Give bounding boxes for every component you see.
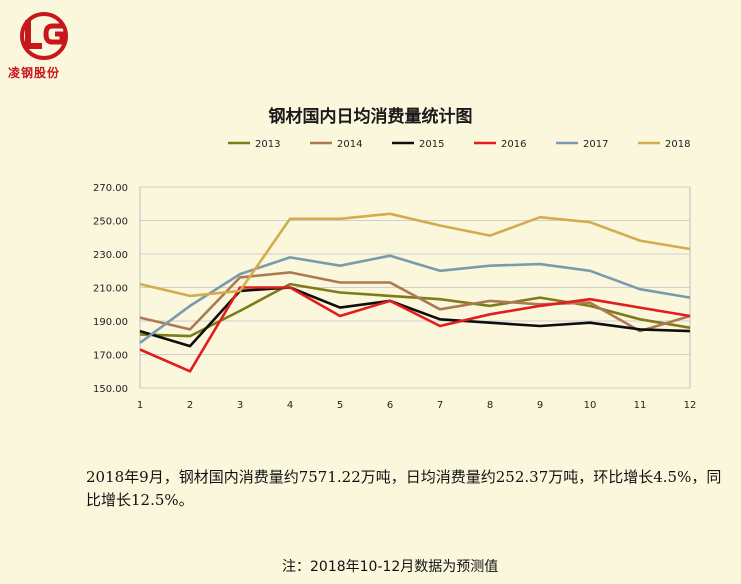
legend-label: 2015 [419,139,444,150]
x-tick-label: 9 [537,400,543,411]
y-tick-label: 150.00 [93,384,128,395]
y-tick-label: 230.00 [93,250,128,261]
x-tick-label: 3 [237,400,243,411]
legend-label: 2014 [337,139,362,150]
y-tick-label: 190.00 [93,317,128,328]
legend-label: 2017 [583,139,608,150]
x-tick-label: 1 [137,400,143,411]
x-tick-label: 11 [634,400,647,411]
summary-text: 2018年9月，钢材国内消费量约7571.22万吨，日均消费量约252.37万吨… [86,468,722,509]
chart-title: 钢材国内日均消费量统计图 [268,107,473,127]
series-line-2017 [139,254,691,344]
x-tick-label: 7 [437,400,443,411]
company-logo [8,6,86,84]
y-tick-label: 170.00 [93,351,128,362]
line-chart: 2013 2014 2015 2016 2017 2018 150.00 170.00 190… [93,139,697,411]
series-line-2014 [139,271,691,333]
x-tick-label: 8 [487,400,493,411]
x-tick-label: 4 [287,400,293,411]
forecast-note: 注：2018年10-12月数据为预测值 [282,559,499,575]
x-tick-label: 6 [387,400,393,411]
series-line-2018 [139,212,691,298]
x-tick-label: 12 [684,400,697,411]
chart-panel: 钢材国内日均消费量统计图 2013 2014 2015 2016 2017 2018 15… [93,107,697,411]
x-tick-label: 5 [337,400,343,411]
x-tick-label: 2 [187,400,193,411]
x-tick-label: 10 [584,400,597,411]
y-tick-label: 270.00 [93,183,128,194]
series-line-2016 [139,286,691,373]
legend-label: 2018 [665,139,690,150]
y-tick-label: 250.00 [93,217,128,228]
logo-text: 凌钢股份 [8,66,61,80]
legend-label: 2013 [255,139,280,150]
y-tick-label: 210.00 [93,284,128,295]
legend-label: 2016 [501,139,526,150]
